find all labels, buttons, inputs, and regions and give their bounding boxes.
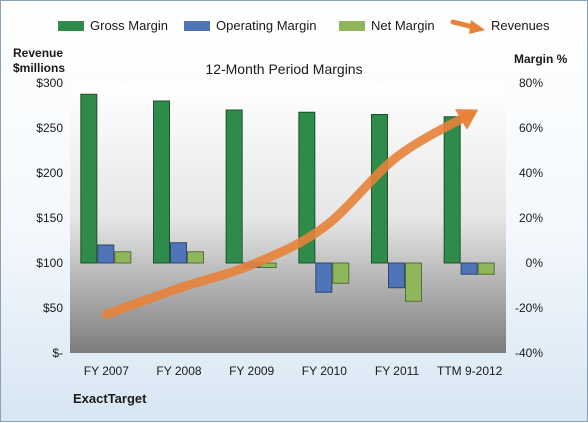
left-tick-label: $-: [52, 346, 63, 360]
right-tick-label: 80%: [519, 76, 543, 90]
x-tick-label: TTM 9-2012: [437, 364, 503, 378]
right-tick-label: 40%: [519, 166, 543, 180]
x-tick-labels: FY 2007 FY 2008 FY 2009 FY 2010 FY 2011 TTM 9…: [84, 364, 503, 378]
bar-operating-margin-4: [388, 262, 405, 289]
right-tick-label: 60%: [519, 121, 543, 135]
legend: Gross Margin Operating Margin Net Margin…: [58, 18, 550, 34]
revenue-point-2: [251, 264, 253, 266]
left-tick-label: $250: [36, 121, 63, 135]
bar-net-margin-1: [187, 251, 204, 264]
left-axis-title-line2: $millions: [13, 61, 65, 75]
x-tick-label: FY 2009: [229, 364, 274, 378]
bar-gross-margin-1: [153, 100, 170, 264]
legend-swatch-operating-margin: [184, 21, 210, 31]
bars-group: [80, 93, 495, 302]
bar-net-margin-0: [114, 251, 132, 264]
x-tick-label: FY 2008: [156, 364, 201, 378]
bar-gross-margin-4: [371, 114, 388, 264]
bar-gross-margin-3: [298, 111, 316, 264]
left-tick-label: $300: [36, 76, 63, 90]
left-tick-labels: $- $50 $100 $150 $200 $250 $300: [36, 76, 63, 360]
revenue-point-1: [178, 287, 180, 289]
left-axis-title-line1: Revenue: [13, 46, 63, 60]
right-axis-title: Margin %: [514, 52, 568, 66]
x-tick-label: FY 2010: [302, 364, 347, 378]
revenue-point-3: [323, 226, 325, 228]
left-tick-label: $200: [36, 166, 63, 180]
revenue-line-group: [101, 109, 479, 319]
right-tick-label: -40%: [515, 346, 543, 360]
bar-operating-margin-1: [170, 242, 187, 264]
revenue-arrowhead: [454, 109, 479, 130]
right-tick-labels: -40% -20% 0% 20% 40% 60% 80%: [515, 76, 543, 360]
revenue-line: [101, 110, 475, 319]
right-tick-label: -20%: [515, 301, 543, 315]
right-tick-label: 20%: [519, 211, 543, 225]
legend-swatch-net-margin: [339, 21, 365, 31]
legend-label-operating-margin: Operating Margin: [216, 18, 316, 33]
bar-gross-margin-2: [225, 109, 243, 264]
bar-operating-margin-5: [460, 262, 478, 275]
bar-net-margin-5: [477, 262, 495, 275]
left-tick-label: $150: [36, 211, 63, 225]
plot-area: [70, 83, 506, 353]
legend-label-revenues: Revenues: [491, 18, 550, 33]
legend-label-net-margin: Net Margin: [371, 18, 435, 33]
bar-gross-margin-0: [80, 93, 98, 264]
legend-label-gross-margin: Gross Margin: [90, 18, 168, 33]
revenue-point-5: [469, 114, 471, 115]
revenue-point-4: [396, 156, 398, 158]
company-label: ExactTarget: [73, 391, 147, 406]
legend-swatch-gross-margin: [58, 21, 84, 31]
bar-operating-margin-0: [97, 244, 115, 264]
x-tick-label: FY 2011: [375, 364, 420, 378]
left-tick-label: $100: [36, 256, 63, 270]
bar-net-margin-3: [332, 262, 350, 284]
bar-gross-margin-5: [443, 116, 461, 264]
x-tick-label: FY 2007: [84, 364, 129, 378]
legend-revenues-arrowhead: [469, 20, 485, 34]
bar-operating-margin-3: [315, 262, 333, 293]
left-tick-label: $50: [43, 301, 63, 315]
bar-net-margin-4: [405, 262, 422, 302]
revenue-point-0: [105, 313, 107, 315]
right-tick-label: 0%: [526, 256, 544, 270]
chart-title: 12-Month Period Margins: [205, 61, 362, 77]
